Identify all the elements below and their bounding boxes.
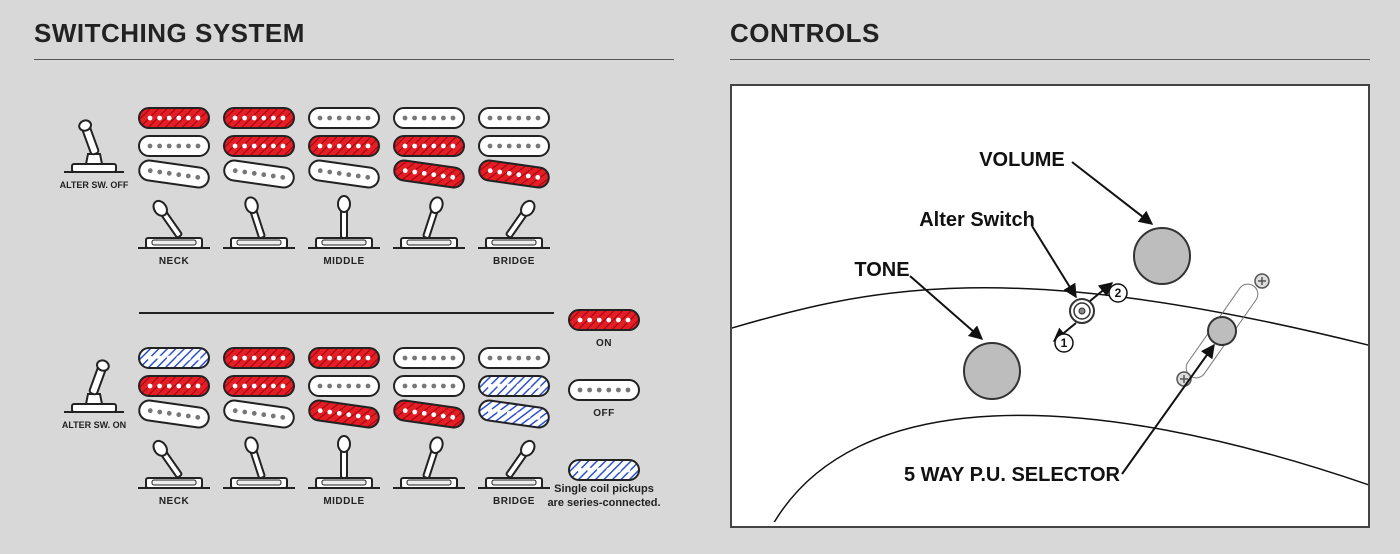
pickup-icon: [138, 399, 210, 429]
body-contour-upper: [732, 288, 1368, 346]
legend-off: OFF: [593, 408, 615, 419]
selector-icon: [1179, 278, 1265, 384]
selector-pos-label: BRIDGE: [493, 256, 535, 267]
pickup-icon: [394, 348, 464, 368]
pickup-icon: [309, 108, 379, 128]
pickup-icon: [138, 159, 210, 189]
legend-on: ON: [596, 338, 612, 349]
selector-icon: [138, 438, 210, 488]
pickup-icon: [309, 348, 379, 368]
legend-series-2: are series-connected.: [547, 497, 660, 509]
selector-pos-label: NECK: [159, 496, 190, 507]
controls-panel: CONTROLS 1 2 VOLUME Alter Switch TONE 5 WAY P…: [730, 0, 1370, 528]
pickup-icon: [479, 108, 549, 128]
volume-knob-icon: [1134, 228, 1190, 284]
selector-icon: [223, 196, 295, 248]
label-tone: TONE: [854, 259, 909, 281]
selector-pos-label: MIDDLE: [323, 256, 364, 267]
pickup-icon: [223, 159, 295, 189]
pickup-icon: [224, 348, 294, 368]
pickup-icon: [224, 108, 294, 128]
switching-divider: [34, 59, 674, 60]
pickup-icon: [393, 159, 465, 189]
switching-svg: ALTER SW. OFF NECK MIDDLE BRIDGE ALTER SW. O…: [34, 78, 674, 548]
selector-icon: [478, 198, 550, 248]
pickup-icon: [224, 136, 294, 156]
switching-diagram: ALTER SW. OFF NECK MIDDLE BRIDGE ALTER SW. O…: [34, 78, 674, 553]
pickup-icon: [139, 108, 209, 128]
controls-divider: [730, 59, 1370, 60]
pickup-icon: [393, 399, 465, 429]
selector-icon: [478, 438, 550, 488]
pickup-icon: [394, 136, 464, 156]
alter-switch-icon: [1070, 299, 1094, 323]
pickup-icon: [139, 376, 209, 396]
selector-icon: [308, 436, 380, 488]
selector-screw-1: [1255, 274, 1269, 288]
controls-box: 1 2 VOLUME Alter Switch TONE 5 WAY P.U. SELEC…: [730, 84, 1370, 528]
selector-pos-label: NECK: [159, 256, 190, 267]
alter-toggle-icon: [64, 119, 124, 172]
label-alter: Alter Switch: [919, 209, 1035, 231]
pickup-icon: [309, 136, 379, 156]
pickup-icon: [308, 399, 380, 429]
pickup-icon: [139, 136, 209, 156]
selector-pos-label: MIDDLE: [323, 496, 364, 507]
pickup-icon: [479, 376, 549, 396]
pickup-icon: [309, 376, 379, 396]
selector-icon: [393, 436, 465, 488]
selector-icon: [138, 198, 210, 248]
switching-system-panel: SWITCHING SYSTEM ALTER SW. OFF NECK MIDDLE…: [34, 0, 674, 553]
pickup-icon: [478, 399, 550, 429]
label-alter-leader: [1032, 226, 1076, 297]
legend-series-1: Single coil pickups: [554, 483, 654, 495]
label-selector-leader: [1122, 345, 1214, 474]
pickup-icon: [478, 159, 550, 189]
selector-icon: [308, 196, 380, 248]
pickup-icon: [569, 460, 639, 480]
switching-title: SWITCHING SYSTEM: [34, 0, 674, 49]
label-tone-leader: [910, 276, 982, 339]
label-selector: 5 WAY P.U. SELECTOR: [904, 464, 1121, 486]
selector-pos-label: BRIDGE: [493, 496, 535, 507]
pickup-icon: [479, 348, 549, 368]
controls-svg: 1 2 VOLUME Alter Switch TONE 5 WAY P.U. SELEC…: [732, 86, 1368, 522]
pickup-icon: [394, 376, 464, 396]
pickup-icon: [139, 348, 209, 368]
toggle-label: ALTER SW. OFF: [60, 180, 129, 190]
alter-dir-1-num: 1: [1061, 336, 1068, 350]
pickup-icon: [569, 310, 639, 330]
pickup-icon: [569, 380, 639, 400]
pickup-icon: [224, 376, 294, 396]
controls-title: CONTROLS: [730, 0, 1370, 49]
alter-toggle-icon: [64, 359, 124, 412]
pickup-icon: [394, 108, 464, 128]
alter-dir-2-num: 2: [1115, 286, 1122, 300]
pickup-icon: [308, 159, 380, 189]
selector-icon: [223, 436, 295, 488]
toggle-label: ALTER SW. ON: [62, 420, 126, 430]
pickup-icon: [223, 399, 295, 429]
selector-icon: [393, 196, 465, 248]
pickup-icon: [479, 136, 549, 156]
label-volume-leader: [1072, 162, 1152, 224]
label-volume: VOLUME: [979, 149, 1065, 171]
tone-knob-icon: [964, 343, 1020, 399]
